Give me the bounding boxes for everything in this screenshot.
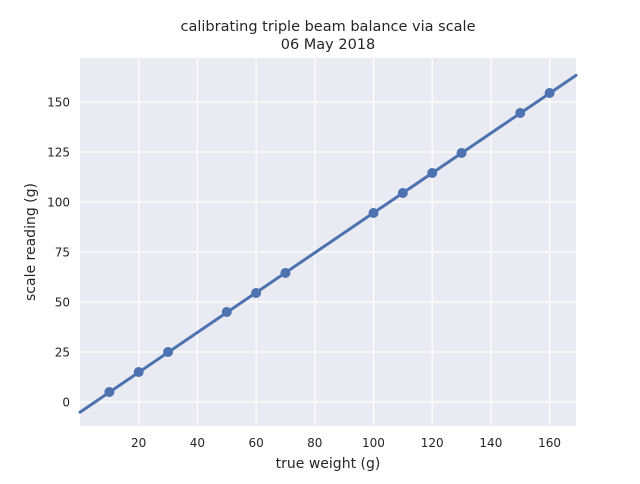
y-tick-label: 25 — [55, 346, 70, 360]
data-point — [251, 288, 262, 298]
x-tick-label: 80 — [307, 436, 322, 450]
data-point — [397, 188, 408, 198]
y-tick-label: 100 — [47, 196, 70, 210]
y-tick-label: 75 — [55, 246, 70, 260]
data-points — [104, 88, 555, 397]
x-axis-label: true weight (g) — [276, 456, 381, 472]
x-tick-label: 120 — [421, 436, 444, 450]
data-point — [368, 208, 379, 218]
x-tick-label: 40 — [190, 436, 205, 450]
y-tick-labels: 0 25 50 75 100 125 150 — [47, 96, 70, 410]
x-tick-label: 60 — [248, 436, 263, 450]
data-point — [427, 168, 438, 178]
x-tick-label: 20 — [131, 436, 146, 450]
regression-line — [78, 73, 578, 414]
fit-line-group — [78, 73, 578, 414]
grid-lines — [80, 58, 576, 426]
y-tick-label: 150 — [47, 96, 70, 110]
data-point — [163, 347, 174, 357]
data-point — [515, 108, 526, 118]
data-point — [221, 307, 232, 317]
y-tick-label: 0 — [62, 396, 70, 410]
x-tick-label: 160 — [538, 436, 561, 450]
data-point — [133, 367, 144, 377]
x-tick-label: 140 — [479, 436, 502, 450]
data-point — [280, 268, 291, 278]
chart-subtitle: 06 May 2018 — [281, 37, 376, 53]
data-point — [456, 148, 467, 158]
data-point — [104, 387, 115, 397]
data-point — [544, 88, 555, 98]
y-axis-label: scale reading (g) — [23, 183, 39, 301]
x-tick-label: 100 — [362, 436, 385, 450]
y-tick-label: 125 — [47, 146, 70, 160]
chart-title: calibrating triple beam balance via scal… — [180, 19, 475, 35]
x-tick-labels: 20 40 60 80 100 120 140 160 — [131, 436, 561, 450]
y-tick-label: 50 — [55, 296, 70, 310]
